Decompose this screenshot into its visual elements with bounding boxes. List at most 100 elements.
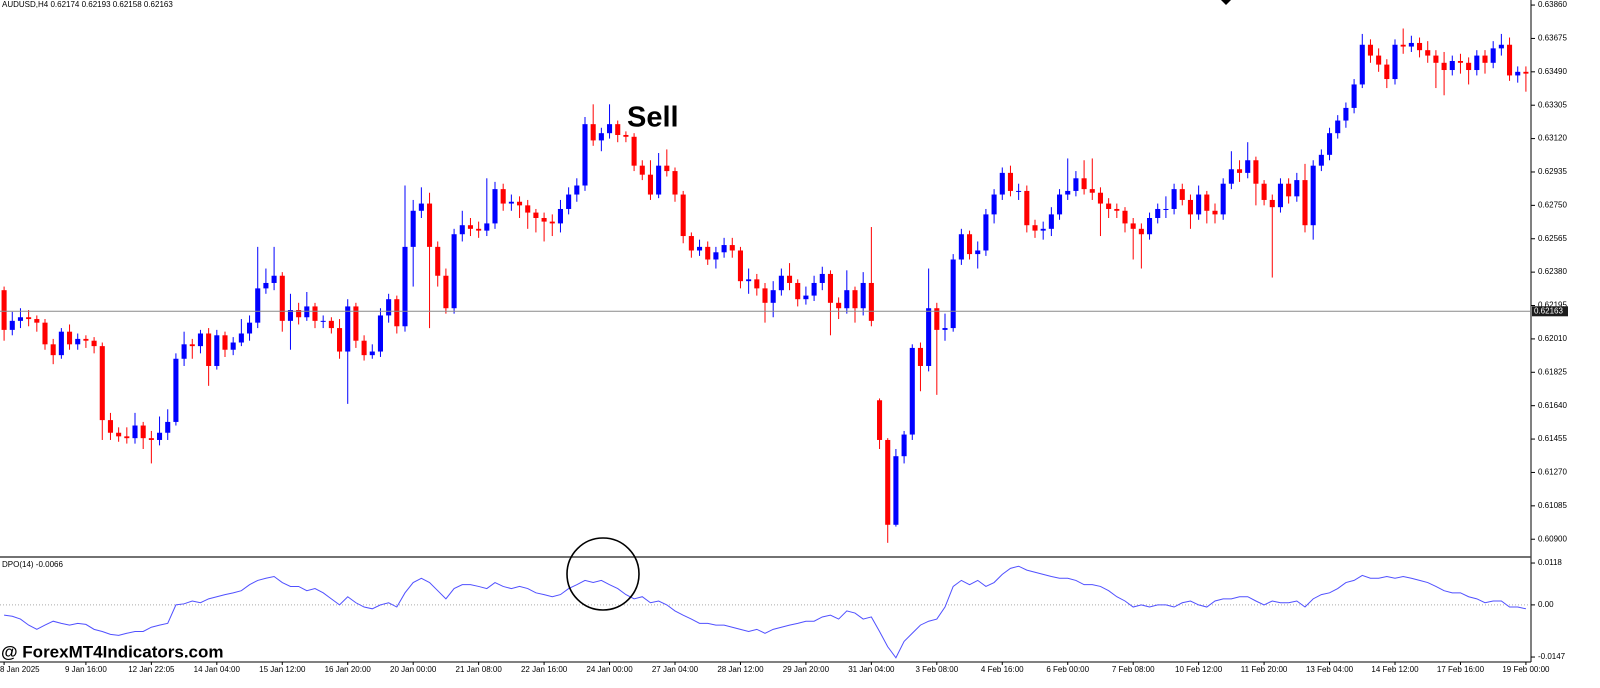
candle-body (1466, 62, 1472, 71)
candle-body (770, 290, 776, 303)
candle-body (1106, 203, 1112, 209)
candle-body (950, 259, 956, 329)
x-tick-label: 12 Jan 22:05 (128, 665, 175, 674)
candle-body (1007, 172, 1013, 191)
candle-body (58, 331, 64, 356)
x-tick-label: 21 Jan 08:00 (456, 665, 503, 674)
candle-body (991, 194, 997, 215)
x-tick-label: 28 Jan 12:00 (717, 665, 764, 674)
candle-body (1179, 189, 1185, 200)
candle-body (467, 225, 473, 229)
candle-body (582, 124, 588, 186)
candle-body (1482, 55, 1488, 63)
x-tick-label: 16 Jan 20:00 (325, 665, 372, 674)
candle-body (607, 124, 613, 134)
candle-body (983, 214, 989, 251)
candle-body (737, 250, 743, 282)
candle-body (418, 203, 424, 211)
indicator-title: DPO(14) -0.0066 (2, 560, 63, 569)
candle-body (827, 273, 833, 303)
candle-body (860, 282, 866, 309)
candle-body (1433, 55, 1439, 63)
candle-body (410, 210, 416, 247)
candle-body (50, 344, 56, 356)
y-tick-label: 0.61455 (1538, 434, 1567, 443)
candle-body (852, 290, 858, 309)
x-tick-label: 27 Jan 04:00 (652, 665, 699, 674)
sell-annotation: Sell (627, 102, 679, 134)
candle-body (484, 223, 490, 231)
candle-body (917, 347, 923, 366)
candle-body (672, 171, 678, 195)
candle-body (1130, 223, 1136, 229)
candle-body (75, 338, 81, 345)
x-tick-label: 20 Jan 00:00 (390, 665, 437, 674)
x-tick-label: 6 Feb 00:00 (1046, 665, 1089, 674)
candle-body (934, 308, 940, 330)
candle-body (116, 432, 122, 437)
y-tick-label: 0.62195 (1538, 301, 1567, 310)
watermark: @ ForexMT4Indicators.com (1, 642, 224, 661)
candle-body (377, 315, 383, 352)
candle-body (140, 425, 146, 439)
candle-body (1187, 199, 1193, 215)
candle-body (492, 189, 498, 224)
candle-body (173, 358, 179, 422)
candle-body (517, 201, 523, 206)
candle-body (427, 203, 433, 247)
y-tick-label: -0.0147 (1538, 652, 1566, 661)
y-tick-label: 0.0118 (1538, 558, 1562, 567)
candle-body (1392, 44, 1398, 80)
candle-body (1228, 169, 1234, 184)
candle-body (746, 279, 752, 282)
candle-body (361, 340, 367, 356)
candle-body (279, 275, 285, 321)
candle-body (836, 302, 842, 309)
candle-body (647, 174, 653, 195)
candle-body (328, 320, 334, 329)
candle-body (1065, 190, 1071, 195)
candle-body (1318, 154, 1324, 166)
candle-body (942, 328, 948, 330)
candle-body (1097, 192, 1103, 204)
candle-body (1310, 165, 1316, 226)
candle-body (1351, 84, 1357, 108)
candle-body (967, 234, 973, 255)
candle-body (1212, 210, 1218, 215)
candle-body (1367, 44, 1373, 56)
candle-body (1040, 228, 1046, 231)
candle-body (623, 134, 629, 137)
candle-body (459, 225, 465, 235)
candle-body (165, 421, 171, 433)
candle-body (206, 333, 212, 366)
candle-body (697, 246, 703, 251)
candle-body (508, 201, 514, 204)
candle-body (713, 252, 719, 260)
candle-body (795, 282, 801, 300)
candle-body (1523, 71, 1529, 74)
candle-body (26, 317, 32, 320)
candle-body (885, 439, 891, 525)
candle-body (705, 246, 711, 260)
candle-body (181, 344, 187, 359)
candle-body (1343, 107, 1349, 121)
candle-body (1277, 183, 1283, 208)
candle-body (189, 344, 195, 347)
y-tick-label: 0.62750 (1538, 200, 1567, 209)
candle-body (1138, 228, 1144, 235)
y-tick-label: 0.62010 (1538, 334, 1567, 343)
candle-body (435, 246, 441, 276)
y-tick-label: 0.63860 (1538, 0, 1567, 9)
candle-body (778, 275, 784, 291)
x-tick-label: 22 Jan 16:00 (521, 665, 568, 674)
candle-body (148, 438, 154, 440)
y-tick-label: 0.62380 (1538, 267, 1567, 276)
candle-body (99, 346, 105, 421)
candle-body (255, 288, 261, 323)
candle-body (1245, 160, 1251, 173)
candle-body (1507, 44, 1513, 76)
chart-header: AUDUSD,H4 0.62174 0.62193 0.62158 0.6216… (2, 0, 173, 9)
candle-body (1171, 189, 1177, 209)
candle-body (1474, 55, 1480, 71)
candle-body (247, 322, 253, 334)
